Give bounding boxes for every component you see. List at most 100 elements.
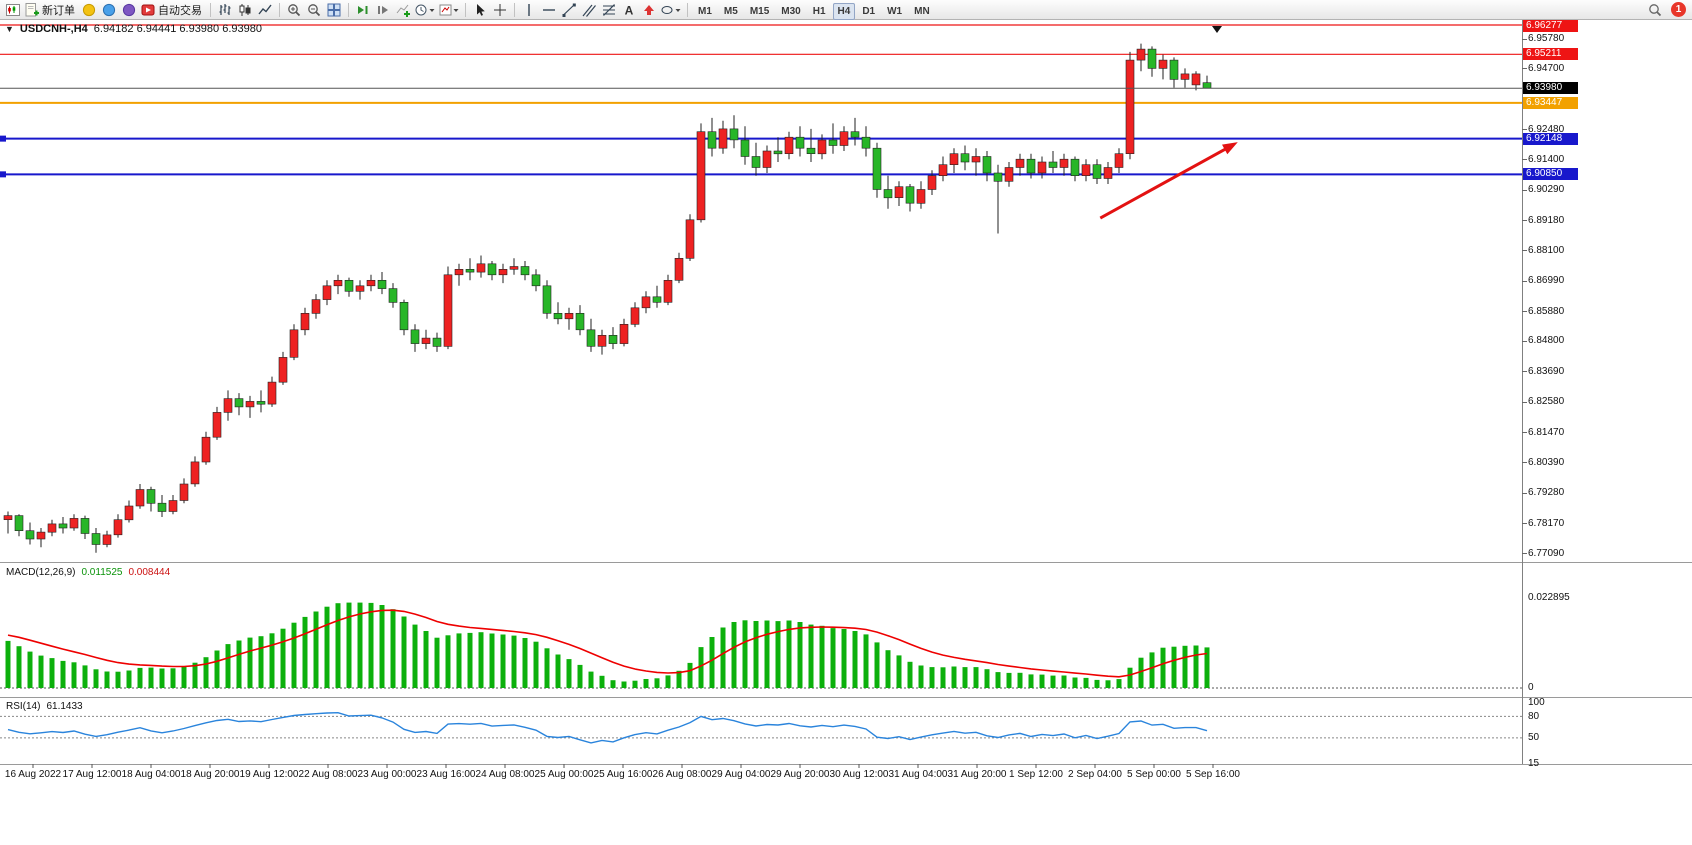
price-tick-mark [1522, 220, 1527, 222]
price-tick-label: 6.94700 [1528, 62, 1565, 74]
price-tick-label: 6.90290 [1528, 184, 1565, 196]
horizontal-line-icon [543, 8, 555, 11]
price-tick-mark [1522, 189, 1527, 191]
candle-chart-mode-button[interactable] [235, 1, 255, 19]
hlines-layer [0, 24, 1522, 178]
macd-indicator-label: MACD(12,26,9) 0.011525 0.008444 [6, 567, 170, 578]
chart-header: ▼ USDCNH-,H4 6.94182 6.94441 6.93980 6.9… [5, 23, 262, 35]
channel-tool-button[interactable] [579, 1, 599, 19]
chart-shift-icon [378, 5, 388, 14]
toolbar-separator [348, 2, 349, 17]
time-axis-label: 23 Aug 00:00 [357, 769, 417, 780]
zoom-in-button[interactable] [284, 1, 304, 19]
text-icon: A [625, 3, 634, 17]
price-tick-label: 6.79280 [1528, 487, 1565, 499]
line-price-label: 6.93447 [1523, 96, 1578, 109]
timeframe-button-m15[interactable]: M15 [749, 5, 770, 17]
fibonacci-icon [603, 3, 615, 16]
price-tick-label: 6.91400 [1528, 153, 1565, 165]
horizontal-line-tool-button[interactable] [539, 1, 559, 19]
chart-shift-button[interactable] [373, 1, 393, 19]
cursor-button[interactable] [470, 1, 490, 19]
timeframe-button-h1[interactable]: H1 [812, 5, 826, 17]
price-tick-label: 6.89180 [1528, 214, 1565, 226]
time-marker-icon [1212, 26, 1222, 33]
search-button[interactable] [1645, 1, 1665, 19]
timeframe-button-m5[interactable]: M5 [723, 5, 738, 17]
zoom-out-button[interactable] [304, 1, 324, 19]
chart-symbol: USDCNH-,H4 [19, 23, 88, 35]
market-button[interactable] [99, 1, 119, 19]
vertical-line-tool-button[interactable] [519, 1, 539, 19]
new-chart-button[interactable] [3, 1, 23, 19]
rsi-value: 61.1433 [46, 701, 83, 712]
fibonacci-tool-button[interactable] [599, 1, 619, 19]
time-axis-label: 25 Aug 16:00 [593, 769, 653, 780]
price-tick-label: 6.92480 [1528, 123, 1565, 135]
trend-arrow-annotation [1099, 145, 1231, 220]
toolbar: 新订单 自动交易 A M1 M5 M15 M30 H1 H4 D1 W1 MN [0, 0, 1692, 20]
autotrading-button[interactable]: 自动交易 [139, 1, 206, 19]
macd-main-value: 0.011525 [81, 567, 123, 578]
text-tool-button[interactable]: A [619, 1, 639, 19]
price-tick-mark [1522, 280, 1527, 282]
community-icon [122, 3, 136, 16]
crosshair-icon [494, 3, 506, 16]
timeframe-button-h4[interactable]: H4 [832, 2, 856, 20]
price-tick-mark [1522, 492, 1527, 494]
time-axis-label: 17 Aug 12:00 [62, 769, 122, 780]
line-price-label: 6.92148 [1523, 132, 1578, 145]
timeframe-button-w1[interactable]: W1 [887, 5, 903, 17]
new-order-icon [25, 2, 39, 16]
rsi-scale-label: 80 [1528, 710, 1540, 722]
chart-canvas[interactable]: ▼ USDCNH-,H4 6.94182 6.94441 6.93980 6.9… [0, 20, 1692, 845]
candles-layer [3, 43, 1212, 553]
macd-signal-value: 0.008444 [128, 567, 171, 578]
price-tick-mark [1522, 159, 1527, 161]
market-icon [102, 3, 116, 16]
time-axis-label: 22 Aug 08:00 [298, 769, 358, 780]
templates-icon [439, 4, 459, 15]
line-chart-mode-button[interactable] [255, 1, 275, 19]
label-tool-button[interactable] [639, 1, 659, 19]
templates-button[interactable] [437, 1, 461, 19]
macd-pane [0, 602, 1522, 689]
autotrading-label: 自动交易 [158, 4, 202, 17]
price-tick-label: 6.85880 [1528, 305, 1565, 317]
new-order-button[interactable]: 新订单 [23, 1, 79, 19]
timeframe-button-m1[interactable]: M1 [698, 5, 712, 17]
chart-plot[interactable] [0, 20, 1692, 845]
tile-windows-button[interactable] [324, 1, 344, 19]
bar-chart-icon [219, 3, 231, 15]
trendline-tool-button[interactable] [559, 1, 579, 19]
price-tick-label: 6.82580 [1528, 396, 1565, 408]
search-icon [1649, 3, 1662, 16]
notification-badge[interactable]: 1 [1671, 2, 1686, 17]
toolbar-separator [210, 2, 211, 17]
macd-name: MACD(12,26,9) [6, 567, 76, 578]
shapes-tool-button[interactable] [659, 1, 683, 19]
rsi-scale-label: 50 [1528, 732, 1540, 744]
price-tick-mark [1522, 68, 1527, 70]
indicators-button[interactable] [393, 1, 413, 19]
bar-chart-mode-button[interactable] [215, 1, 235, 19]
metaeditor-button[interactable] [79, 1, 99, 19]
time-axis-label: 1 Sep 12:00 [1009, 769, 1063, 780]
metaeditor-icon [82, 3, 96, 16]
timeframe-button-m30[interactable]: M30 [781, 5, 801, 17]
price-tick-mark [1522, 432, 1527, 434]
channel-icon [582, 4, 596, 17]
time-axis-label: 23 Aug 16:00 [416, 769, 476, 780]
periods-button[interactable] [413, 1, 437, 19]
price-tick-mark [1522, 462, 1527, 464]
timeframe-button-d1[interactable]: D1 [862, 5, 876, 17]
price-tick-label: 6.80390 [1528, 456, 1565, 468]
time-axis-label: 25 Aug 00:00 [534, 769, 594, 780]
rsi-scale-label: 15 [1528, 757, 1540, 769]
timeframe-button-mn[interactable]: MN [914, 5, 930, 17]
crosshair-button[interactable] [490, 1, 510, 19]
auto-scroll-button[interactable] [353, 1, 373, 19]
toolbar-separator [687, 2, 688, 17]
community-button[interactable] [119, 1, 139, 19]
chart-collapse-icon[interactable]: ▼ [5, 24, 14, 34]
